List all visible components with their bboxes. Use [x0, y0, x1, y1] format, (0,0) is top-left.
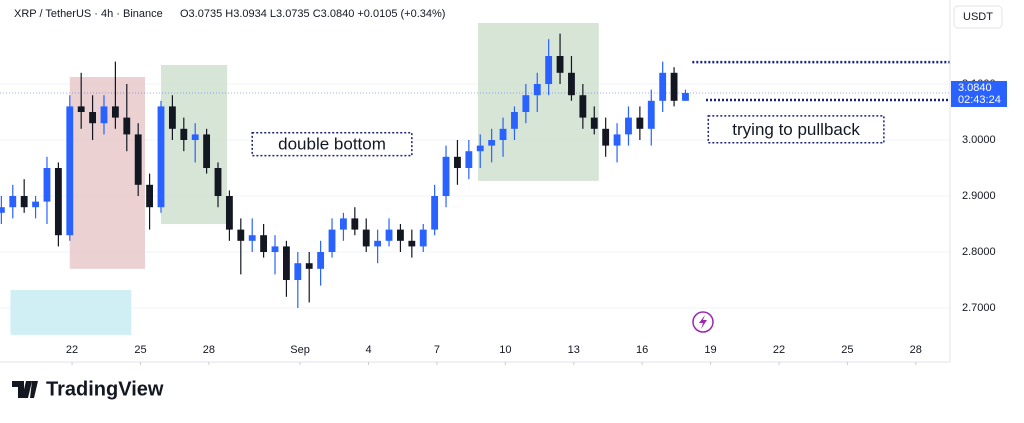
- candle-body: [499, 128, 507, 141]
- candle-body: [328, 229, 336, 253]
- candle-body: [111, 106, 119, 118]
- candle-body: [374, 240, 382, 247]
- candle-body: [180, 128, 188, 141]
- x-tick-label: 10: [499, 344, 511, 356]
- candle-body: [9, 196, 17, 208]
- price-tag-label: 3.0840: [958, 82, 992, 94]
- x-tick-label: 13: [568, 344, 580, 356]
- candle-body: [225, 196, 233, 230]
- candle-body: [647, 100, 655, 129]
- candle-body: [203, 134, 211, 169]
- candle-body: [305, 263, 313, 269]
- candle-body: [214, 168, 222, 197]
- candle-body: [533, 84, 541, 96]
- x-tick-label: 25: [134, 344, 146, 356]
- zone-box: [160, 64, 228, 225]
- candle-body: [191, 134, 199, 141]
- candle-body: [476, 145, 484, 152]
- plot-area: [0, 22, 950, 335]
- candle-body: [579, 95, 587, 118]
- annotation-text: trying to pullback: [732, 120, 860, 139]
- candle-body: [511, 112, 518, 129]
- price-tag: [951, 80, 1007, 107]
- candle-body: [442, 156, 450, 197]
- candle-body: [168, 106, 176, 129]
- candle-body: [385, 229, 393, 241]
- candle-body: [20, 196, 28, 208]
- candle-body: [522, 95, 530, 113]
- x-tick-label: 28: [203, 344, 215, 356]
- x-tick-label: 28: [910, 344, 922, 356]
- x-tick-label: 19: [704, 344, 716, 356]
- candle-body: [294, 263, 302, 281]
- candle-body: [670, 72, 678, 101]
- logo-mark: [12, 381, 38, 398]
- candle-body: [43, 168, 51, 202]
- y-tick-label: 2.9000: [962, 190, 996, 202]
- candle-body: [248, 235, 256, 241]
- logo: [12, 381, 38, 398]
- candle-body: [100, 106, 108, 124]
- zone-box: [477, 22, 599, 181]
- currency[interactable]: USDT: [963, 11, 993, 23]
- candle-body: [659, 72, 667, 101]
- countdown: 02:43:24: [958, 94, 1001, 106]
- candle-body: [636, 117, 644, 129]
- candle-body: [66, 106, 74, 236]
- lightning: [699, 315, 707, 329]
- x-tick-label: 4: [365, 344, 371, 356]
- candle-body: [237, 229, 245, 241]
- candle-body: [32, 201, 39, 208]
- candle-body: [0, 207, 5, 213]
- candle-body: [134, 134, 142, 185]
- candle-body: [488, 140, 496, 146]
- annotation-box: [251, 131, 413, 157]
- candle-body: [89, 112, 97, 124]
- y-tick-label: 3.0000: [962, 134, 996, 146]
- candle-body: [317, 252, 325, 269]
- x-tick-label: 22: [66, 344, 78, 356]
- candle-body: [54, 168, 62, 236]
- candle-body: [545, 56, 553, 85]
- candle-body: [431, 196, 439, 230]
- candle-body: [351, 218, 359, 230]
- candle-body: [282, 246, 290, 281]
- candle-body: [454, 156, 461, 169]
- currency-box[interactable]: [953, 5, 1003, 29]
- candle-body: [146, 184, 154, 208]
- x-tick-label: 25: [841, 344, 853, 356]
- candle-body: [260, 235, 268, 253]
- candle-body: [568, 72, 575, 96]
- candle-body: [682, 92, 689, 101]
- candle-body: [77, 106, 85, 113]
- x-tick-label: Sep: [290, 344, 310, 356]
- candle-body: [408, 240, 416, 247]
- candle-body: [397, 229, 404, 241]
- candle-body: [590, 117, 598, 129]
- x-tick-label: 7: [434, 344, 440, 356]
- candle-body: [271, 246, 279, 253]
- candle-body: [340, 218, 347, 230]
- y-tick-label: 2.7000: [962, 302, 996, 314]
- symbol: XRP / TetherUS · 4h · Binance: [14, 8, 163, 20]
- x-tick-label: 22: [773, 344, 785, 356]
- candle-body: [465, 151, 473, 169]
- candle-body: [556, 56, 564, 73]
- zone-box: [10, 290, 132, 335]
- brand: TradingView: [46, 378, 164, 400]
- candle-body: [602, 128, 610, 146]
- ohlc: O3.0735 H3.0934 L3.0735 C3.0840 +0.0105 …: [180, 8, 445, 20]
- candle-body: [625, 117, 632, 135]
- y-tick-label: 2.8000: [962, 246, 996, 258]
- candle-body: [157, 106, 165, 208]
- x-tick-label: 16: [636, 344, 648, 356]
- candle-body: [123, 117, 131, 135]
- candle-body: [613, 134, 621, 146]
- candle-body: [362, 229, 370, 247]
- candle-body: [419, 229, 427, 247]
- annotation-box: [707, 115, 885, 144]
- annotation-text: double bottom: [278, 135, 386, 154]
